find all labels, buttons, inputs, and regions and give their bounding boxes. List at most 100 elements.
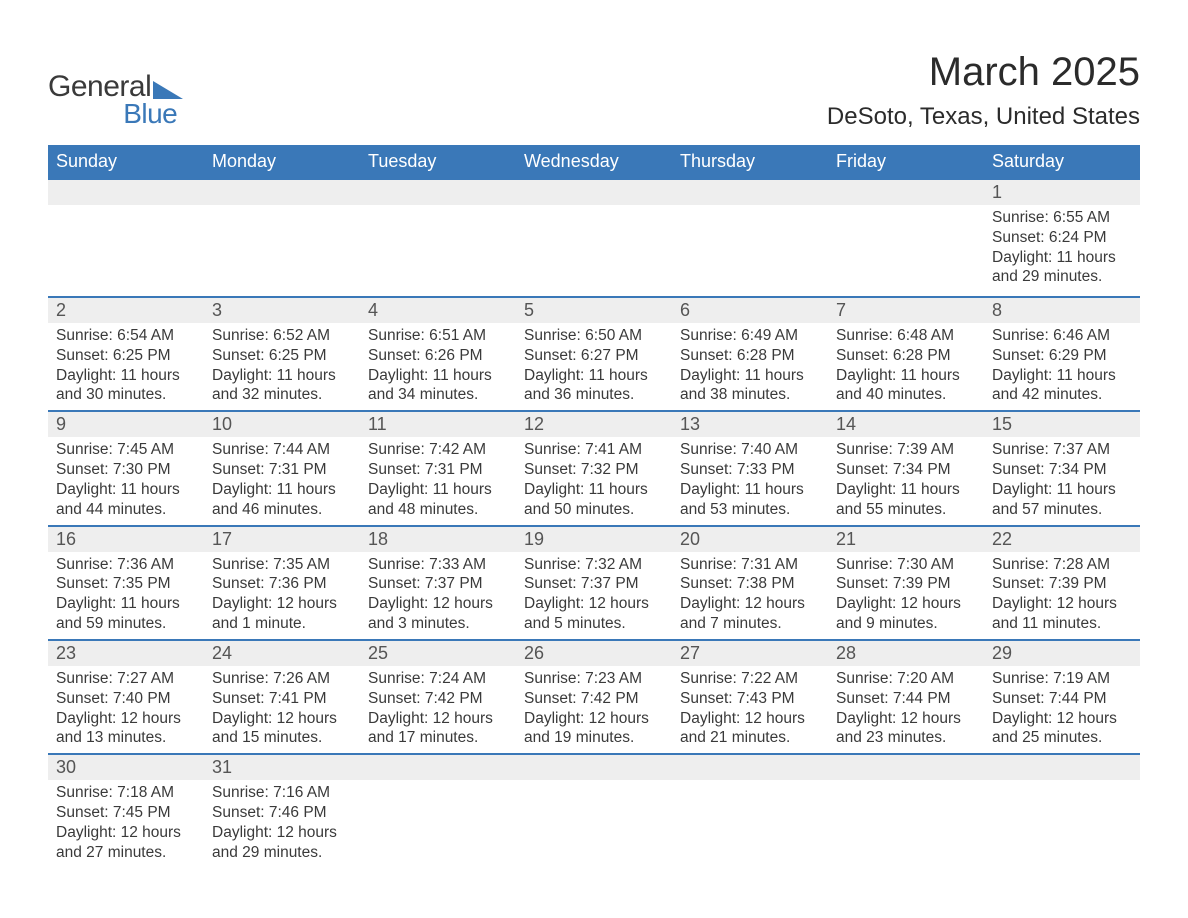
day-number: 28 <box>836 643 856 663</box>
sunset-line: Sunset: 7:43 PM <box>680 689 820 709</box>
daylight-line-2: and 42 minutes. <box>992 385 1132 405</box>
day-detail-cell: Sunrise: 7:31 AMSunset: 7:38 PMDaylight:… <box>672 552 828 640</box>
sunrise-line: Sunrise: 6:54 AM <box>56 326 196 346</box>
day-number: 20 <box>680 529 700 549</box>
day-detail-cell: Sunrise: 6:48 AMSunset: 6:28 PMDaylight:… <box>828 323 984 411</box>
daylight-line-2: and 55 minutes. <box>836 500 976 520</box>
day-number: 5 <box>524 300 534 320</box>
week-daynum-row: 1 <box>48 179 1140 205</box>
day-number: 19 <box>524 529 544 549</box>
calendar-body: 1 Sunrise: 6:55 AMSunset: 6:24 PMDaylight… <box>48 179 1140 868</box>
sunrise-line: Sunrise: 7:26 AM <box>212 669 352 689</box>
day-number-cell: 10 <box>204 411 360 437</box>
sunset-line: Sunset: 6:29 PM <box>992 346 1132 366</box>
sunrise-line: Sunrise: 6:55 AM <box>992 208 1132 228</box>
daylight-line-1: Daylight: 12 hours <box>212 709 352 729</box>
sunrise-line: Sunrise: 7:42 AM <box>368 440 508 460</box>
dow-wednesday: Wednesday <box>516 145 672 179</box>
sunrise-line: Sunrise: 7:39 AM <box>836 440 976 460</box>
day-detail-cell: Sunrise: 7:39 AMSunset: 7:34 PMDaylight:… <box>828 437 984 525</box>
day-number-cell <box>516 179 672 205</box>
week-details-row: Sunrise: 6:55 AMSunset: 6:24 PMDaylight:… <box>48 205 1140 297</box>
day-number-cell: 18 <box>360 526 516 552</box>
daylight-line-1: Daylight: 12 hours <box>680 709 820 729</box>
week-daynum-row: 9101112131415 <box>48 411 1140 437</box>
day-detail-cell: Sunrise: 7:35 AMSunset: 7:36 PMDaylight:… <box>204 552 360 640</box>
day-number-cell: 2 <box>48 297 204 323</box>
day-number-cell: 23 <box>48 640 204 666</box>
daylight-line-1: Daylight: 11 hours <box>992 366 1132 386</box>
sunrise-line: Sunrise: 7:18 AM <box>56 783 196 803</box>
day-detail-cell: Sunrise: 7:24 AMSunset: 7:42 PMDaylight:… <box>360 666 516 754</box>
daylight-line-1: Daylight: 11 hours <box>212 366 352 386</box>
daylight-line-2: and 29 minutes. <box>992 267 1132 287</box>
day-number-cell: 31 <box>204 754 360 780</box>
daylight-line-2: and 27 minutes. <box>56 843 196 863</box>
sunrise-line: Sunrise: 7:16 AM <box>212 783 352 803</box>
day-number-cell: 7 <box>828 297 984 323</box>
day-detail-cell: Sunrise: 6:50 AMSunset: 6:27 PMDaylight:… <box>516 323 672 411</box>
sunset-line: Sunset: 7:37 PM <box>368 574 508 594</box>
day-detail-cell: Sunrise: 7:23 AMSunset: 7:42 PMDaylight:… <box>516 666 672 754</box>
day-number: 4 <box>368 300 378 320</box>
day-number-cell: 30 <box>48 754 204 780</box>
day-detail-cell: Sunrise: 7:18 AMSunset: 7:45 PMDaylight:… <box>48 780 204 867</box>
day-number-cell: 26 <box>516 640 672 666</box>
sunrise-line: Sunrise: 7:36 AM <box>56 555 196 575</box>
day-number-cell: 17 <box>204 526 360 552</box>
daylight-line-2: and 21 minutes. <box>680 728 820 748</box>
sunrise-line: Sunrise: 6:48 AM <box>836 326 976 346</box>
day-detail-cell: Sunrise: 6:54 AMSunset: 6:25 PMDaylight:… <box>48 323 204 411</box>
day-number: 18 <box>368 529 388 549</box>
daylight-line-1: Daylight: 11 hours <box>56 594 196 614</box>
sunset-line: Sunset: 7:42 PM <box>368 689 508 709</box>
sunrise-line: Sunrise: 6:52 AM <box>212 326 352 346</box>
dow-saturday: Saturday <box>984 145 1140 179</box>
week-details-row: Sunrise: 7:45 AMSunset: 7:30 PMDaylight:… <box>48 437 1140 525</box>
sunrise-line: Sunrise: 7:23 AM <box>524 669 664 689</box>
day-number-cell <box>204 179 360 205</box>
sunrise-line: Sunrise: 7:33 AM <box>368 555 508 575</box>
sunrise-line: Sunrise: 7:41 AM <box>524 440 664 460</box>
day-detail-cell <box>360 205 516 297</box>
daylight-line-1: Daylight: 12 hours <box>56 823 196 843</box>
sunset-line: Sunset: 7:31 PM <box>368 460 508 480</box>
day-detail-cell: Sunrise: 6:52 AMSunset: 6:25 PMDaylight:… <box>204 323 360 411</box>
daylight-line-1: Daylight: 11 hours <box>836 480 976 500</box>
sunrise-line: Sunrise: 7:24 AM <box>368 669 508 689</box>
sunrise-line: Sunrise: 7:32 AM <box>524 555 664 575</box>
sunrise-line: Sunrise: 7:19 AM <box>992 669 1132 689</box>
daylight-line-2: and 5 minutes. <box>524 614 664 634</box>
day-detail-cell: Sunrise: 7:33 AMSunset: 7:37 PMDaylight:… <box>360 552 516 640</box>
daylight-line-2: and 1 minute. <box>212 614 352 634</box>
daylight-line-1: Daylight: 12 hours <box>56 709 196 729</box>
daylight-line-2: and 38 minutes. <box>680 385 820 405</box>
daylight-line-1: Daylight: 12 hours <box>836 594 976 614</box>
sunset-line: Sunset: 6:25 PM <box>56 346 196 366</box>
day-number: 12 <box>524 414 544 434</box>
day-number: 29 <box>992 643 1012 663</box>
sunrise-line: Sunrise: 6:51 AM <box>368 326 508 346</box>
sunrise-line: Sunrise: 7:37 AM <box>992 440 1132 460</box>
day-number: 7 <box>836 300 846 320</box>
sunset-line: Sunset: 6:28 PM <box>836 346 976 366</box>
day-number-cell <box>516 754 672 780</box>
sunrise-line: Sunrise: 7:20 AM <box>836 669 976 689</box>
day-number: 13 <box>680 414 700 434</box>
day-detail-cell <box>828 780 984 867</box>
daylight-line-2: and 46 minutes. <box>212 500 352 520</box>
daylight-line-1: Daylight: 11 hours <box>524 480 664 500</box>
daylight-line-2: and 3 minutes. <box>368 614 508 634</box>
daylight-line-2: and 17 minutes. <box>368 728 508 748</box>
sunrise-line: Sunrise: 6:50 AM <box>524 326 664 346</box>
day-number: 2 <box>56 300 66 320</box>
week-daynum-row: 23242526272829 <box>48 640 1140 666</box>
title-block: March 2025 DeSoto, Texas, United States <box>827 50 1140 131</box>
day-number-cell: 29 <box>984 640 1140 666</box>
day-number-cell: 22 <box>984 526 1140 552</box>
day-detail-cell: Sunrise: 7:42 AMSunset: 7:31 PMDaylight:… <box>360 437 516 525</box>
daylight-line-2: and 30 minutes. <box>56 385 196 405</box>
day-number: 1 <box>992 182 1002 202</box>
daylight-line-2: and 25 minutes. <box>992 728 1132 748</box>
sunrise-line: Sunrise: 6:49 AM <box>680 326 820 346</box>
